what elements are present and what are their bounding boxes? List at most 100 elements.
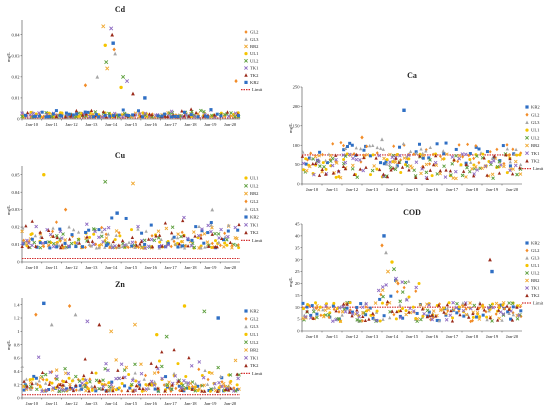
cu-point-tk1	[25, 238, 29, 243]
ca-point-tk1	[498, 163, 503, 167]
cod-point-gl3	[507, 311, 511, 315]
cu-point-tk2	[170, 231, 174, 235]
cu-point-tk1-stroke-b	[110, 245, 115, 250]
zn-point-gl3	[142, 377, 146, 381]
cod-point-tk2	[399, 308, 403, 313]
cu-point-ul2	[76, 237, 81, 242]
cd-xtick-label: Jan-18	[184, 122, 197, 127]
cod-ytick-label: 15	[295, 293, 300, 298]
ca-ytick-label: 100	[293, 143, 301, 148]
ca-point-gl3	[323, 158, 328, 163]
zn-point-gl3	[172, 371, 176, 375]
cu-ytick-label: 0.02	[11, 225, 20, 230]
ca-point-gl3	[469, 160, 473, 164]
zn-point-tk2	[97, 378, 102, 383]
cod-point-gl2	[319, 313, 323, 318]
cd-point-kr2	[86, 110, 90, 114]
cod-point-tk1-stroke-b	[491, 305, 495, 310]
cu-point-br2	[164, 226, 169, 231]
cod-point-gl2	[337, 310, 341, 314]
cod-xtick-label: Jan-16	[426, 334, 439, 339]
cu-point-br2-stroke-b	[139, 246, 144, 250]
cod-point-kr2	[305, 305, 309, 309]
cd-point-br2-stroke-b	[184, 112, 188, 116]
cod-point-gl2	[494, 312, 498, 316]
cu-point-gl3	[136, 227, 140, 231]
cod-point-br2	[451, 307, 456, 312]
ca-point-tk2	[362, 155, 366, 160]
cu-point-tk1-stroke-b	[182, 215, 186, 220]
cod-point-kr2	[506, 310, 510, 314]
zn-point-ul2-stroke-b	[94, 378, 99, 383]
ca-point-br2	[372, 164, 376, 168]
cu-legend-label-ul2: UL2	[250, 183, 259, 188]
cod-point-tk1-stroke-b	[405, 298, 409, 302]
cod-point-tk1	[461, 308, 466, 313]
cod-point-tk1-stroke-b	[355, 311, 360, 316]
cd-point-kr2	[112, 114, 116, 118]
cu-point-gl3	[55, 242, 59, 246]
cod-point-tk1-stroke-b	[411, 309, 416, 313]
zn-point-ul2	[193, 389, 198, 393]
ca-point-tk1-stroke-b	[450, 155, 455, 159]
ca-point-gl2	[502, 161, 506, 166]
cd-point-tk1-stroke-b	[31, 111, 36, 116]
cu-point-br2	[180, 239, 185, 244]
cu-point-tk1-stroke-b	[25, 238, 29, 243]
zn-point-ul2	[169, 387, 174, 391]
cu-point-gl3	[94, 246, 99, 250]
cu-point-kr2	[202, 241, 206, 245]
ca-point-gl3	[379, 146, 383, 150]
ca-point-br2-stroke-b	[513, 159, 518, 164]
cod-point-tk2	[449, 308, 453, 313]
cu-legend-marker-gl3	[244, 207, 248, 211]
cod-point-tk1-stroke-b	[384, 283, 388, 287]
cu-point-ul2-stroke-b	[58, 237, 62, 241]
zn-point-kr2	[80, 387, 84, 391]
zn-point-br2	[111, 385, 116, 390]
cu-point-tk2	[193, 234, 197, 238]
zn-point-gl3	[77, 388, 82, 392]
zn-point-br2	[197, 387, 202, 391]
zn-point-br2-stroke-b	[81, 382, 86, 387]
ca-point-br2-stroke-b	[317, 153, 321, 158]
cod-point-br2	[518, 303, 523, 308]
ca-point-br2-stroke-b	[518, 172, 523, 176]
cd-point-kr2	[189, 113, 193, 117]
cu-point-br2-stroke-b	[202, 232, 207, 236]
ca-point-kr2	[348, 141, 352, 145]
cod-point-gl2	[396, 281, 400, 286]
ca-point-ul2	[465, 165, 469, 170]
ca-point-kr2	[508, 164, 512, 168]
cu-point-br2-stroke-b	[230, 245, 234, 250]
ca-point-ul2	[328, 159, 333, 164]
cod-point-kr2	[509, 317, 513, 321]
zn-point-br2-stroke-b	[139, 362, 143, 366]
cod-point-ul2	[398, 299, 403, 304]
ca-point-tk1-stroke-b	[341, 153, 346, 157]
cod-point-ul2	[327, 313, 331, 317]
ca-point-br2-stroke-b	[480, 166, 484, 171]
ca-point-tk1	[453, 169, 458, 174]
ca-point-tk1	[433, 160, 438, 165]
zn-point-ul2	[130, 382, 134, 387]
cod-point-tk1-stroke-b	[334, 318, 338, 322]
ca-point-ul2	[454, 153, 458, 158]
ca-point-tk2	[343, 166, 348, 171]
zn-point-ul2-stroke-b	[35, 387, 39, 392]
cod-point-ul2	[400, 290, 405, 294]
ca-point-gl2	[461, 154, 465, 159]
cd-point-tk1	[31, 111, 36, 116]
zn-point-tk1	[130, 378, 135, 383]
ca-point-kr2	[404, 160, 408, 164]
cu-point-gl3	[175, 235, 180, 240]
zn-point-tk1-stroke-b	[104, 361, 108, 366]
cod-point-tk2	[341, 302, 346, 306]
zn-point-tk1-stroke-b	[139, 371, 144, 376]
zn-point-br2-stroke-b	[124, 365, 129, 370]
ca-legend-marker-br2-stroke-b	[525, 143, 529, 148]
ca-point-gl3	[505, 147, 509, 151]
ca-point-kr2	[417, 142, 421, 146]
zn-point-br2	[54, 368, 59, 372]
cu-point-br2	[139, 246, 144, 250]
